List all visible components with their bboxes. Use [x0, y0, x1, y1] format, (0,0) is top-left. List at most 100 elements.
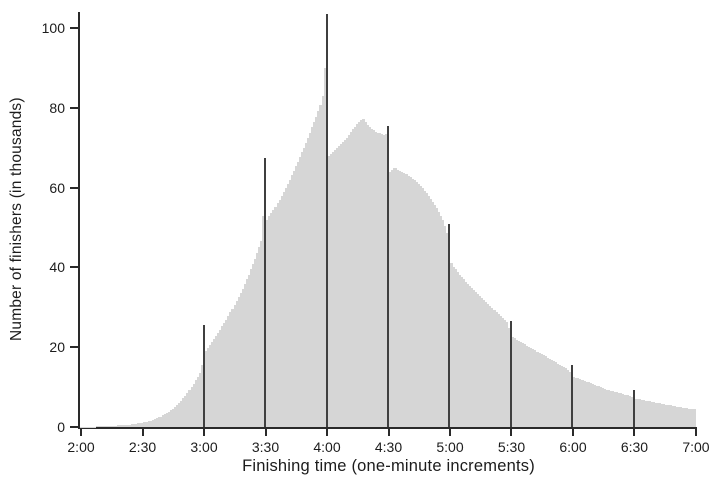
histogram-bar	[350, 132, 353, 427]
histogram-bar	[266, 219, 269, 427]
histogram-bar	[425, 193, 428, 427]
x-axis-ticks: 2:00 2:30 3:00 3:30 4:00 4:30 5:00 5:30 6:00 6:30…	[67, 429, 710, 471]
histogram-bar	[442, 219, 445, 427]
histogram-bar	[139, 423, 142, 427]
histogram-bar	[149, 420, 152, 427]
histogram-bar	[161, 415, 164, 427]
histogram-bar	[163, 414, 166, 427]
histogram-bar	[213, 339, 216, 427]
x-tick-label: 4:00	[313, 439, 341, 455]
x-tick-mark	[571, 429, 574, 436]
histogram-bar	[475, 291, 478, 427]
y-tick-label: 80	[49, 99, 65, 116]
histogram-bar	[430, 198, 433, 427]
histogram-bar	[342, 141, 345, 427]
histogram-bar	[434, 205, 437, 427]
x-tick-mark	[326, 429, 328, 436]
histogram-bar	[157, 417, 160, 427]
histogram-bar	[129, 424, 132, 427]
x-tick-mark	[633, 429, 636, 436]
histogram-bar	[237, 297, 240, 427]
histogram-bar	[364, 121, 367, 427]
histogram-bar	[438, 211, 441, 427]
y-tick-label: 100	[41, 19, 65, 36]
histogram-bar	[644, 400, 647, 427]
histogram-bar	[249, 269, 252, 427]
histogram-bar	[110, 425, 113, 427]
histogram-bar	[403, 173, 406, 427]
histogram-bar	[520, 342, 523, 427]
histogram-bar	[544, 356, 547, 427]
histogram-bar	[120, 425, 123, 427]
histogram-bar	[352, 129, 355, 427]
histogram-bar	[276, 203, 279, 427]
histogram-bar	[219, 329, 222, 427]
histogram-bar	[372, 130, 375, 427]
histogram-bar	[260, 241, 263, 427]
histogram-bar	[542, 355, 545, 427]
histogram-bar	[554, 362, 557, 427]
histogram-bar	[317, 110, 320, 427]
histogram-bar	[679, 407, 682, 427]
histogram-bar	[356, 123, 359, 427]
histogram-bar	[450, 263, 453, 427]
histogram-bar	[378, 133, 381, 427]
histogram-bar	[360, 119, 363, 427]
histogram-bar	[315, 116, 318, 427]
histogram-bar	[204, 351, 207, 427]
histogram-bar	[135, 423, 138, 427]
histogram-bar	[548, 358, 551, 427]
histogram-bar	[552, 361, 555, 427]
histogram-bar	[640, 399, 643, 427]
histogram-bar	[198, 372, 201, 427]
histogram-bar	[221, 326, 224, 427]
histogram-bar	[288, 179, 291, 427]
histogram-bar	[487, 303, 490, 427]
histogram-bar	[626, 395, 629, 427]
histogram-bar	[671, 405, 674, 427]
x-tick-label: 2:30	[128, 439, 157, 455]
histogram-bar	[540, 353, 543, 427]
histogram-bar	[118, 425, 121, 427]
histogram-bar	[393, 167, 396, 427]
histogram-bar	[168, 411, 171, 427]
histogram-bar	[677, 407, 680, 427]
histogram-bar	[685, 408, 688, 427]
histogram-bar	[667, 405, 670, 427]
histogram-bar	[681, 407, 684, 427]
histogram-bar	[409, 177, 412, 427]
histogram-bar	[601, 387, 604, 427]
histogram-bar	[669, 405, 672, 427]
histogram-bar	[485, 301, 488, 427]
x-tick-label: 3:30	[251, 439, 280, 455]
histogram-bar	[675, 406, 678, 427]
histogram-bar	[153, 419, 156, 427]
histogram-bar	[122, 425, 126, 427]
histogram-bar	[583, 380, 586, 427]
histogram-bar	[489, 305, 492, 427]
histogram-bar	[432, 201, 435, 427]
histogram-bar	[565, 368, 568, 427]
histogram-bar	[573, 376, 576, 427]
histogram-bar	[211, 342, 214, 427]
histogram-bar	[436, 208, 439, 427]
histogram-bar	[389, 171, 392, 427]
histogram-spike-bar	[264, 157, 267, 427]
histogram-bar	[456, 272, 459, 427]
x-tick-label: 6:30	[620, 439, 649, 455]
y-tick-mark	[70, 186, 78, 189]
histogram-bar	[384, 133, 388, 427]
histogram-spike-bar	[632, 390, 635, 427]
histogram-bar	[247, 274, 250, 427]
histogram-bar	[655, 402, 658, 427]
histogram-bar	[114, 425, 117, 427]
histogram-bar	[327, 155, 330, 427]
histogram-bar	[567, 369, 570, 427]
y-tick-label: 20	[49, 339, 65, 356]
histogram-bar	[458, 274, 461, 427]
y-axis-label: Number of finishers (in thousands)	[8, 97, 25, 342]
histogram-bar	[106, 426, 109, 427]
x-tick-mark	[510, 429, 513, 436]
histogram-bar	[307, 137, 310, 427]
histogram-bar	[561, 365, 564, 427]
